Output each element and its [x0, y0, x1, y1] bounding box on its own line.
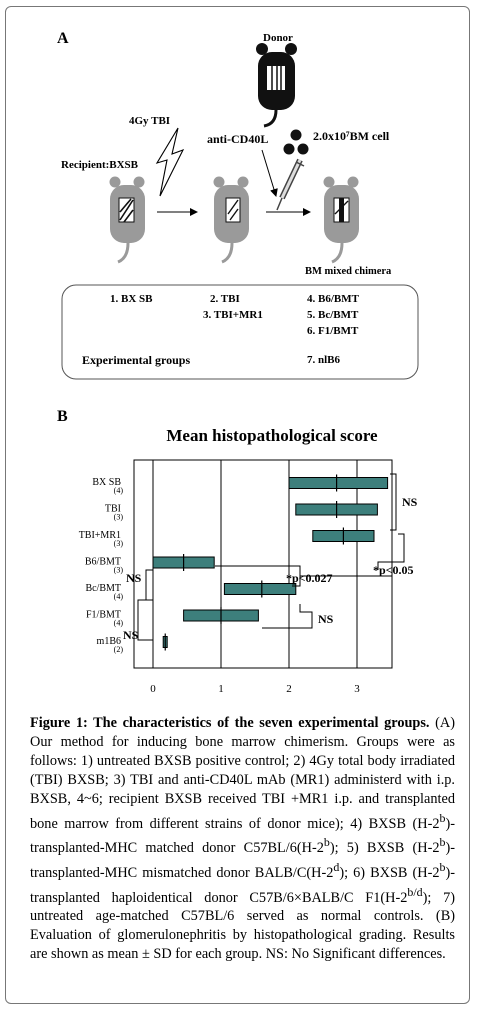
- group-1: 1. BX SB: [110, 293, 153, 305]
- caption-sup-b1: b: [439, 810, 446, 825]
- category-label: B6/BMT: [85, 557, 121, 568]
- donor-mouse-icon: [256, 43, 297, 128]
- panel-a-label: A: [57, 30, 69, 47]
- caption-s4: ); 6) BXSB (H-2: [339, 864, 440, 881]
- x-tick-label: 2: [286, 683, 292, 695]
- category-n-label: (4): [114, 592, 124, 601]
- x-tick-label: 0: [150, 683, 156, 695]
- caption-sup-b3: b: [439, 835, 446, 850]
- recipient-label: Recipient:BXSB: [61, 159, 139, 171]
- category-n-label: (3): [114, 513, 124, 522]
- significance-brackets: [137, 473, 405, 641]
- x-tick-label: 1: [218, 683, 224, 695]
- p027-label: *p<0.027: [286, 571, 333, 585]
- tbi-dose-label: 4Gy TBI: [129, 115, 170, 127]
- sd-box: [288, 477, 389, 489]
- caption-sup-b2: b: [323, 835, 330, 850]
- figure-caption: Figure 1: The characteristics of the sev…: [30, 714, 455, 964]
- anti-cd40l-label: anti-CD40L: [207, 132, 268, 146]
- category-n-label: (2): [114, 645, 124, 654]
- caption-body: (A) Our method for inducing bone marrow …: [30, 715, 455, 832]
- bm-cell-label: 2.0x10⁷BM cell: [313, 129, 390, 143]
- caption-sup-b4: b: [439, 859, 446, 874]
- caption-lead: Figure 1: The characteristics of the sev…: [30, 715, 430, 731]
- figure-frame: [5, 6, 470, 1004]
- category-n-label: (4): [114, 486, 124, 495]
- donor-label: Donor: [263, 32, 293, 44]
- chart-title: Mean histopathological score: [166, 426, 378, 445]
- category-label: m1B6: [97, 636, 121, 647]
- ns-left2-label: NS: [123, 628, 139, 642]
- groups-title: Experimental groups: [82, 353, 190, 367]
- category-label: BX SB: [92, 477, 121, 488]
- panel-b-label: B: [57, 408, 68, 425]
- tbi-mouse-icon: [213, 176, 249, 264]
- category-label: TBI: [105, 504, 121, 515]
- caption-sup-bd: b/d: [407, 884, 423, 899]
- category-label: F1/BMT: [86, 610, 121, 621]
- ns-mid-label: NS: [318, 612, 334, 626]
- bm-mixed-label: BM mixed chimera: [305, 266, 392, 277]
- caption-s6: ); 7) untreated age-matched C57BL/6 serv…: [30, 889, 455, 963]
- group-5: 5. Bc/BMT: [307, 309, 359, 321]
- group-7: 7. nlB6: [307, 354, 341, 366]
- caption-s2: ); 5) BXSB (H-2: [329, 839, 440, 856]
- x-tick-label: 3: [354, 683, 360, 695]
- group-6: 6. F1/BMT: [307, 325, 359, 337]
- caption-sup-d: d: [333, 859, 340, 874]
- anti-cd40l-arrow: [261, 149, 278, 197]
- ns-left1-label: NS: [126, 571, 142, 585]
- caption-s3: )-transplanted-MHC mismatched donor BALB…: [30, 839, 455, 881]
- chimera-mouse-icon: [323, 176, 359, 264]
- experimental-groups-box: [61, 284, 419, 380]
- group-2: 2. TBI: [210, 293, 240, 305]
- recipient-mouse-icon: [109, 176, 145, 264]
- group-4: 4. B6/BMT: [307, 293, 360, 305]
- category-label: Bc/BMT: [85, 583, 121, 594]
- ns-top-label: NS: [402, 495, 418, 509]
- caption-s5: )-transplanted haploidentical donor C57B…: [30, 864, 455, 906]
- p05-label: *p<0.05: [373, 563, 414, 577]
- bm-cells-icon: [283, 129, 309, 155]
- syringe-icon: [276, 158, 305, 211]
- lightning-icon: [155, 127, 185, 197]
- category-n-label: (3): [114, 566, 124, 575]
- category-n-label: (4): [114, 619, 124, 628]
- category-n-label: (3): [114, 539, 124, 548]
- group-3: 3. TBI+MR1: [203, 309, 263, 321]
- sd-box: [223, 583, 297, 595]
- caption-s1: )- transplanted-MHC matched donor C57BL/…: [30, 815, 455, 856]
- category-label: TBI+MR1: [79, 530, 121, 541]
